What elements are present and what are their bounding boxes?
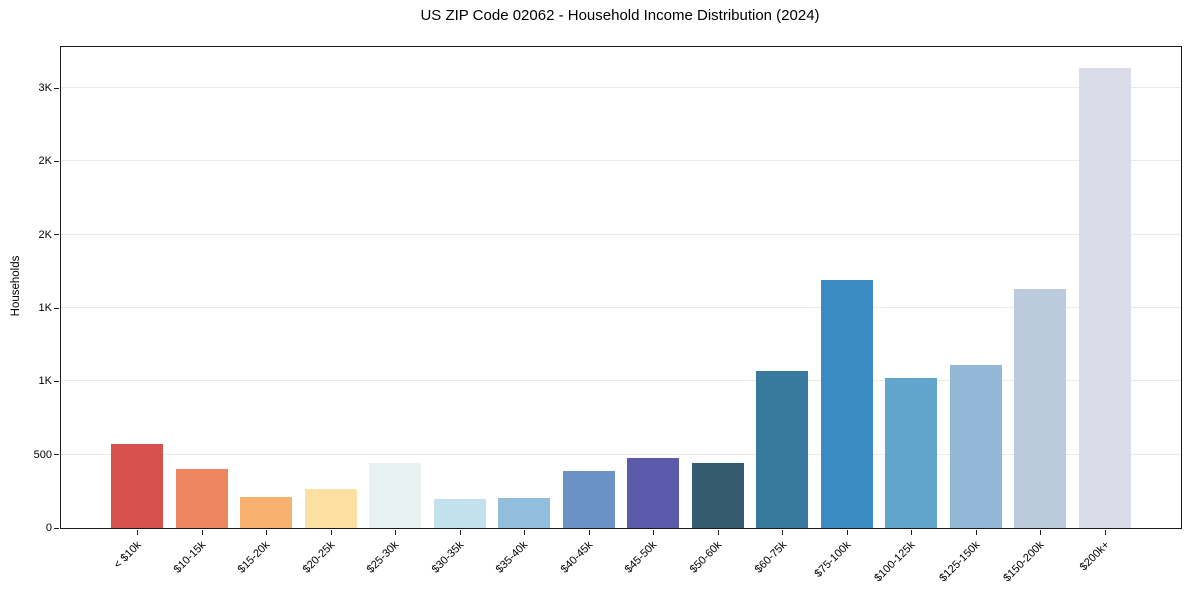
x-tick-label: $30-35k [429, 539, 467, 576]
bar-column: $50-60k [688, 47, 744, 576]
bar-column: $60-75k [752, 47, 809, 576]
x-tick-mark [459, 530, 461, 535]
bar [756, 371, 809, 528]
x-tick-label: $45-50k [623, 539, 660, 576]
x-tick-mark [846, 530, 848, 535]
bar [820, 280, 873, 528]
x-tick-label: $50-60k [687, 539, 725, 576]
bar-column: $25-30k [365, 47, 422, 576]
x-tick-label: $200k+ [1077, 539, 1112, 574]
bar [175, 469, 228, 528]
bar [111, 444, 163, 528]
y-tick-mark [54, 380, 59, 382]
y-tick-label: 0 [45, 522, 52, 534]
y-tick-mark [54, 454, 59, 456]
bar-column: $35-40k [494, 47, 551, 576]
gridline [61, 380, 1181, 382]
gridline [61, 87, 1181, 89]
x-tick-mark [975, 530, 977, 535]
x-tick-mark [524, 530, 526, 535]
y-axis-title-text: Households [10, 255, 22, 317]
bar-column: $20-25k [300, 47, 357, 576]
bar [1078, 67, 1131, 528]
gridline [61, 307, 1181, 309]
y-tick-label: 1K [38, 302, 52, 315]
x-tick-mark [266, 530, 268, 535]
bar-column: $200k+ [1077, 47, 1131, 573]
chart-title: US ZIP Code 02062 - Household Income Dis… [420, 7, 820, 24]
bar-column: $75-100k [812, 47, 873, 580]
bar [240, 497, 293, 528]
y-tick-label: 2K [38, 155, 52, 168]
bar [369, 463, 422, 528]
x-tick-label: $15-20k [235, 539, 273, 576]
y-tick-mark [54, 307, 59, 309]
bar-column: < $10k [111, 47, 163, 571]
y-tick-mark [54, 527, 59, 529]
x-tick-label: $150-200k [1001, 539, 1047, 585]
bar-column: $40-45k [559, 47, 615, 576]
x-tick-label: $25-30k [365, 539, 402, 576]
x-tick-label: $125-150k [937, 539, 983, 585]
gridline [61, 160, 1181, 162]
x-tick-mark [137, 530, 138, 535]
bar [1014, 288, 1067, 528]
x-tick-mark [717, 530, 719, 535]
y-tick-label: 500 [33, 448, 52, 461]
x-tick-label: < $10k [111, 539, 144, 572]
x-tick-mark [1104, 530, 1106, 535]
bar-column: $15-20k [236, 47, 293, 576]
x-tick-label: $40-45k [558, 539, 596, 576]
y-tick-mark [54, 160, 59, 162]
bar-column: $100-125k [873, 47, 938, 584]
bar-column: $125-150k [937, 47, 1002, 584]
bar-column: $10-15k [171, 47, 228, 576]
x-tick-mark [330, 530, 332, 535]
gridline [61, 453, 1181, 455]
bar [498, 497, 551, 528]
x-tick-mark [395, 530, 397, 535]
x-tick-label: $100-125k [872, 539, 918, 585]
bars-layer: < $10k $10-15k $15-20k $20-25k $25-30k $30-35… [61, 47, 1181, 584]
x-tick-mark [911, 530, 913, 535]
bar [562, 470, 615, 528]
plot-area: < $10k $10-15k $15-20k $20-25k $25-30k $30-35… [34, 46, 1182, 584]
x-tick-label: $20-25k [300, 539, 338, 576]
bar [304, 489, 357, 528]
y-tick-label: 3K [38, 82, 52, 95]
y-tick-label: 2K [38, 228, 52, 241]
x-tick-label: $10-15k [171, 539, 209, 576]
bar [885, 377, 938, 528]
gridline [61, 233, 1181, 235]
y-tick-label: 1K [38, 375, 52, 388]
y-tick-mark [54, 234, 59, 236]
x-tick-mark [588, 530, 590, 535]
x-tick-mark [782, 530, 784, 535]
x-tick-label: $75-100k [812, 539, 854, 580]
x-tick-mark [653, 530, 655, 535]
bar [691, 463, 744, 528]
y-tick-mark [54, 87, 59, 89]
bar-column: $150-200k [1002, 47, 1067, 584]
bar [949, 364, 1002, 528]
bar-column: $30-35k [430, 47, 486, 576]
x-tick-mark [1040, 530, 1042, 535]
x-tick-label: $60-75k [752, 539, 789, 576]
bar-column: $45-50k [623, 47, 680, 576]
x-tick-mark [201, 530, 203, 535]
bar [433, 499, 486, 528]
x-tick-label: $35-40k [494, 539, 531, 576]
bar [627, 457, 680, 528]
